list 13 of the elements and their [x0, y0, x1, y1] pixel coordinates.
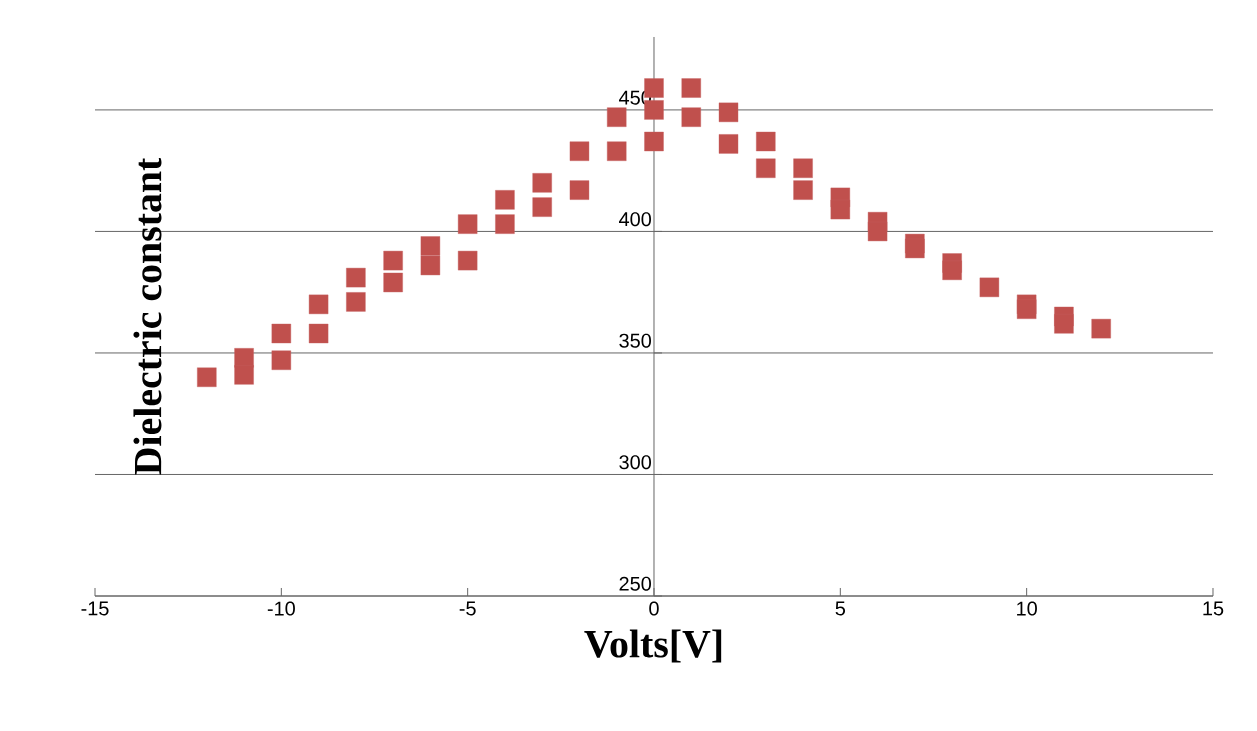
y-tick-label: 400	[619, 212, 651, 227]
y-tick-label: 350	[619, 333, 651, 348]
y-tick-label: 300	[619, 455, 651, 470]
y-axis-title: Dielectric constant	[133, 157, 162, 475]
x-tick-label: -10	[267, 601, 295, 616]
y-tick-label: 250	[619, 576, 651, 591]
x-tick-label: -15	[81, 601, 109, 616]
x-axis-title: Volts[V]	[584, 629, 722, 663]
x-tick-label: 15	[1203, 601, 1224, 616]
x-tick-label: 5	[835, 601, 846, 616]
x-tick-label: -5	[459, 601, 476, 616]
x-tick-label: 0	[649, 601, 659, 616]
x-tick-label: 10	[1017, 601, 1037, 616]
